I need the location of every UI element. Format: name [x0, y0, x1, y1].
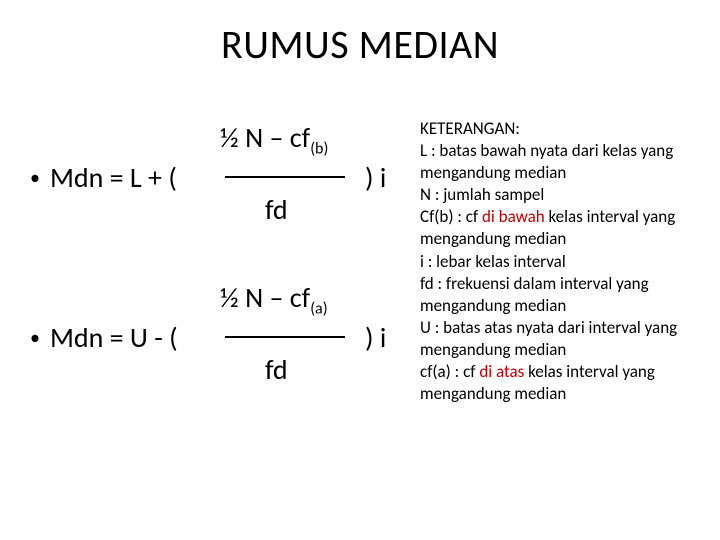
slide: RUMUS MEDIAN ½ N – cf(b) • Mdn = L + ( )…: [0, 0, 720, 540]
ket-Cfb: Cf(b) : cf di bawah kelas interval yang …: [420, 206, 700, 250]
ket-fd: fd : frekuensi dalam interval yang menga…: [420, 273, 700, 317]
formula-1-closing: ) i: [365, 160, 386, 195]
ket-i: i : lebar kelas interval: [420, 251, 700, 273]
formula-1-lhs-row: • Mdn = L + (: [30, 160, 177, 195]
ket-cfa-label: cf(a) :: [420, 361, 463, 382]
keterangan-column: KETERANGAN: L : batas bawah nyata dari k…: [420, 118, 700, 405]
formula-2-closing: ) i: [365, 320, 386, 355]
ket-L-label: L :: [420, 140, 439, 161]
ket-Cfb-pre: cf: [466, 206, 482, 227]
ket-U: U : batas atas nyata dari interval yang …: [420, 317, 700, 361]
formula-2-num-main: ½ N – cf: [220, 280, 310, 315]
formula-2-lhs: Mdn = U - (: [50, 320, 178, 355]
ket-cfa-pre: cf: [463, 361, 479, 382]
bullet-icon: •: [30, 328, 40, 348]
ket-U-label: U :: [420, 317, 443, 338]
formula-2-denominator: fd: [265, 352, 288, 387]
formula-1-numerator: ½ N – cf(b): [220, 120, 328, 159]
ket-cfa: cf(a) : cf di atas kelas interval yang m…: [420, 361, 700, 405]
formula-2-numerator: ½ N – cf(a): [220, 280, 328, 319]
formula-2: ½ N – cf(a) • Mdn = U - ( ) i fd: [30, 280, 400, 420]
ket-L-text: batas bawah nyata dari kelas yang mengan…: [420, 140, 673, 183]
formula-2-fraction-line: [225, 336, 345, 338]
keterangan-heading: KETERANGAN:: [420, 118, 700, 140]
ket-i-label: i :: [420, 251, 436, 272]
formula-1: ½ N – cf(b) • Mdn = L + ( ) i fd: [30, 120, 400, 260]
ket-N-text: jumlah sampel: [443, 184, 544, 205]
formula-2-lhs-row: • Mdn = U - (: [30, 320, 178, 355]
formula-1-fraction-line: [225, 176, 345, 178]
ket-N: N : jumlah sampel: [420, 184, 700, 206]
formula-2-num-sub: (a): [310, 300, 327, 319]
ket-fd-text: frekuensi dalam interval yang mengandung…: [420, 273, 649, 316]
formula-1-lhs: Mdn = L + (: [50, 160, 177, 195]
ket-N-label: N :: [420, 184, 443, 205]
ket-cfa-red: di atas: [479, 361, 524, 382]
formula-1-num-sub: (b): [310, 140, 328, 159]
slide-title: RUMUS MEDIAN: [0, 20, 720, 69]
formula-1-denominator: fd: [265, 192, 288, 227]
formula-1-num-main: ½ N – cf: [220, 120, 310, 155]
bullet-icon: •: [30, 168, 40, 188]
ket-Cfb-label: Cf(b) :: [420, 206, 466, 227]
ket-U-text: batas atas nyata dari interval yang meng…: [420, 317, 677, 360]
formulas-column: ½ N – cf(b) • Mdn = L + ( ) i fd ½ N – c…: [30, 120, 400, 420]
ket-i-text: lebar kelas interval: [436, 251, 566, 272]
ket-L: L : batas bawah nyata dari kelas yang me…: [420, 140, 700, 184]
ket-fd-label: fd :: [420, 273, 446, 294]
ket-Cfb-red: di bawah: [482, 206, 545, 227]
